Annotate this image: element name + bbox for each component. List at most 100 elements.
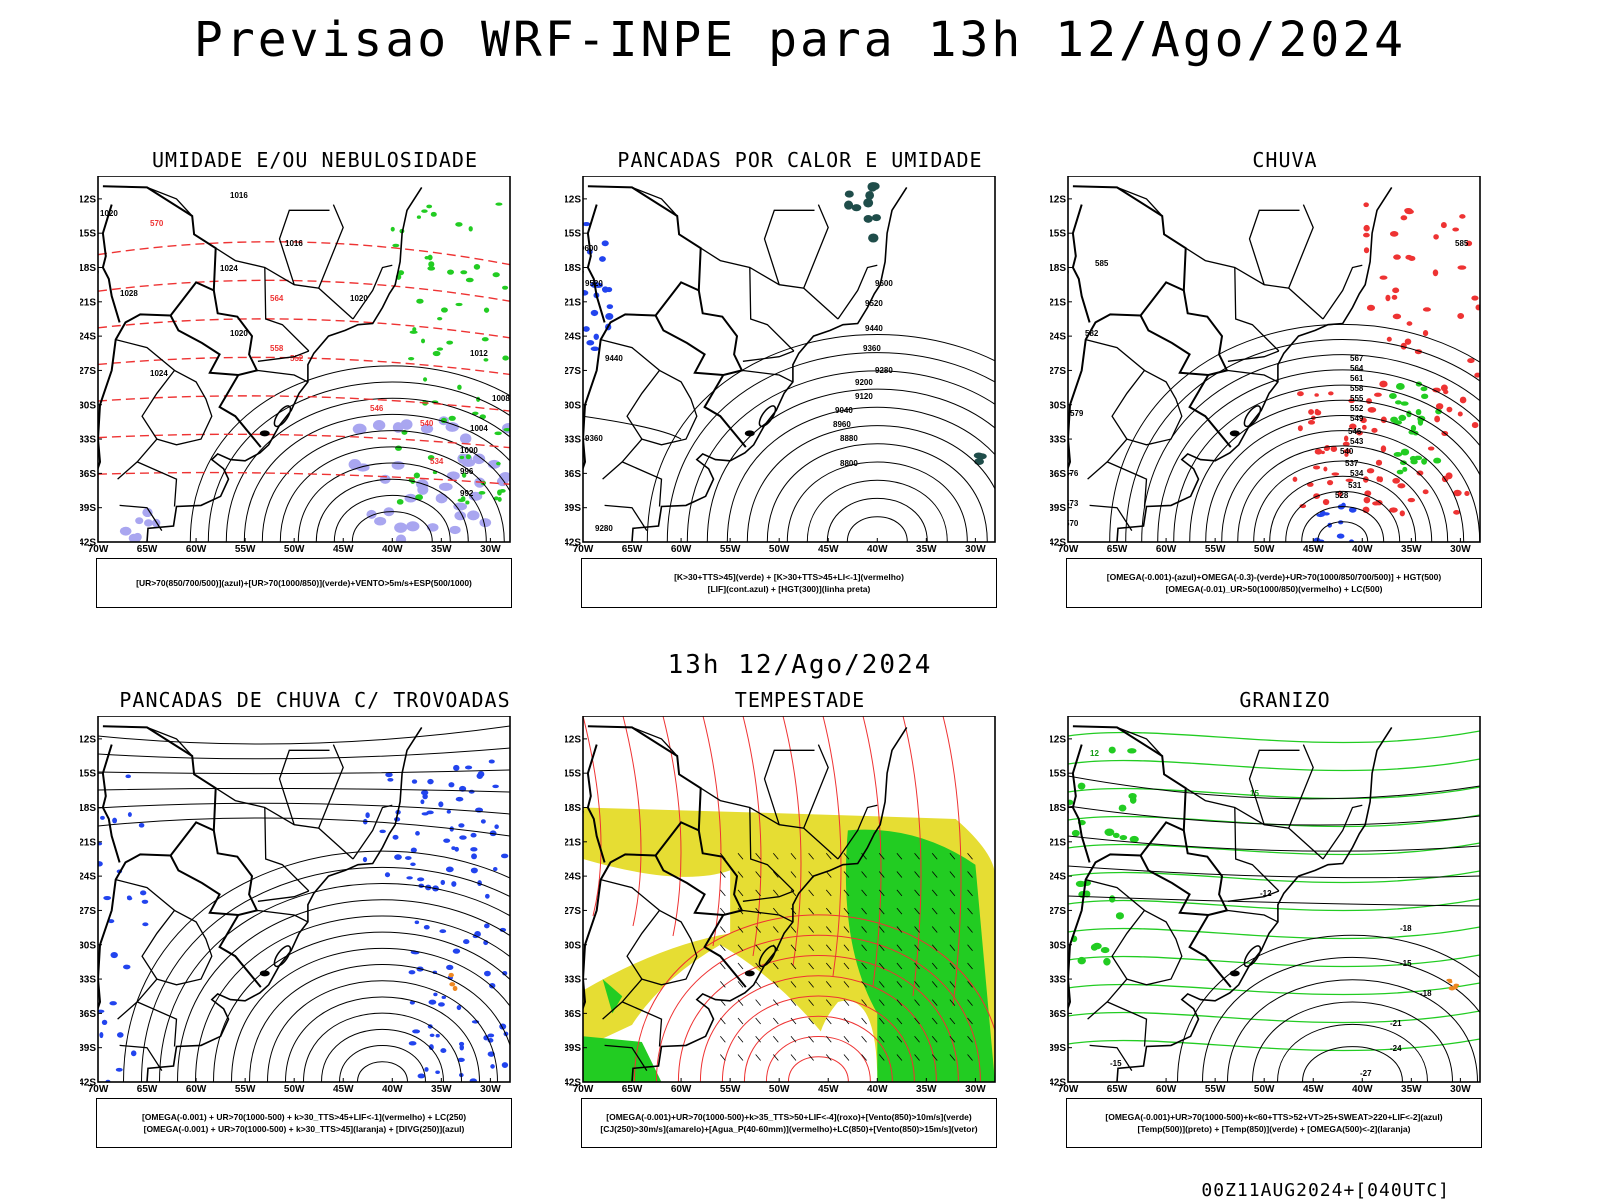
streamline: [123, 850, 510, 1082]
streamline: [622, 716, 642, 927]
field-patch: [449, 982, 456, 987]
border-line: [837, 264, 878, 320]
coastline: [146, 726, 423, 1082]
wind-vector: [914, 926, 920, 933]
contour-label: -24: [1390, 1044, 1402, 1053]
wind-vector: [737, 871, 744, 878]
field-patch: [408, 356, 415, 361]
wind-vector: [914, 1035, 920, 1043]
field-patch: [1127, 748, 1137, 754]
contour-label: 9040: [835, 406, 853, 415]
field-patch: [501, 1062, 509, 1069]
wind-vector: [931, 1035, 938, 1043]
panel-title: PANCADAS DE CHUVA C/ TROVOADAS: [119, 688, 511, 712]
wind-vector: [790, 1017, 797, 1025]
wind-vector: [878, 944, 885, 952]
wind-vector: [720, 926, 726, 933]
field-patch: [472, 411, 479, 416]
border-line: [278, 209, 330, 285]
lon-tick-label: 65W: [137, 544, 158, 555]
thickness-contour: [98, 433, 510, 449]
field-patch: [427, 254, 433, 261]
field-patch: [446, 471, 460, 481]
streamline: [1157, 369, 1480, 542]
field-patch: [379, 829, 386, 834]
contour-label: -21: [1390, 1019, 1402, 1028]
border-line: [1072, 185, 1187, 317]
wind-vector: [861, 1017, 867, 1025]
field-patch: [502, 355, 509, 361]
field-patch: [471, 853, 477, 860]
field-patch: [447, 269, 455, 275]
wind-vector: [737, 1017, 744, 1025]
field-patch: [976, 453, 987, 460]
lat-tick-label: 30S: [565, 400, 581, 411]
lon-tick-label: 50W: [769, 544, 790, 555]
lon-tick-label: 70W: [88, 1084, 109, 1095]
lat-tick-label: 30S: [1050, 400, 1066, 411]
field-patch: [98, 1009, 105, 1013]
border-line: [212, 830, 262, 988]
field-patch: [500, 853, 509, 859]
border-line: [1226, 909, 1279, 923]
contour-label: 9600: [875, 279, 893, 288]
field-patch: [384, 872, 391, 878]
field-patch: [459, 835, 467, 840]
lon-tick-label: 45W: [1303, 544, 1324, 555]
wind-vector: [967, 962, 973, 970]
lat-tick-label: 42S: [1050, 538, 1066, 549]
field-patch: [493, 496, 499, 501]
field-patch: [495, 202, 503, 206]
field-patch: [487, 1051, 495, 1057]
field-patch: [110, 951, 118, 959]
wind-vector: [790, 1035, 797, 1043]
wind-vector: [720, 1054, 726, 1061]
wind-vector: [843, 981, 850, 988]
streamline: [786, 461, 968, 542]
field-patch: [497, 496, 502, 502]
border-line: [741, 369, 794, 383]
field-patch: [1343, 435, 1349, 442]
field-patch: [593, 333, 599, 340]
field-patch: [1366, 304, 1376, 311]
border-line: [749, 807, 795, 892]
border-line: [352, 264, 393, 320]
wind-vector: [843, 1054, 850, 1061]
contour-label: 558: [1350, 384, 1364, 393]
lake-mirim: [1229, 430, 1240, 437]
wind-vector: [931, 962, 938, 970]
wind-vector: [896, 889, 903, 897]
field-patch: [601, 240, 609, 247]
field-patch: [468, 491, 483, 501]
lon-tick-label: 30W: [965, 1084, 986, 1095]
wind-vector: [737, 889, 744, 897]
wind-vector: [843, 926, 850, 933]
border-line: [98, 313, 171, 471]
wind-vector: [949, 1035, 956, 1043]
field-patch: [1408, 429, 1417, 435]
field-patch: [404, 856, 412, 860]
field-patch: [416, 298, 424, 304]
panel-title: UMIDADE E/OU NEBULOSIDADE: [151, 148, 479, 172]
border-line: [102, 725, 217, 857]
lon-tick-label: 55W: [235, 544, 256, 555]
field-patch: [1328, 391, 1334, 396]
field-patch: [433, 992, 438, 997]
lon-tick-label: 30W: [480, 1084, 501, 1095]
contour-label: 567: [1350, 354, 1364, 363]
field-patch: [1129, 835, 1139, 843]
wind-vector: [772, 852, 779, 860]
streamline: [1177, 934, 1480, 1082]
wind-vector: [808, 962, 814, 970]
lat-tick-label: 42S: [1050, 1078, 1066, 1089]
streamline: [189, 365, 510, 542]
border-line: [1106, 461, 1148, 507]
thickness-contour: [98, 279, 510, 302]
field-patch: [1417, 418, 1424, 426]
streamline: [862, 716, 882, 987]
temp500-contour: [1068, 775, 1480, 800]
streamline: [746, 425, 995, 542]
lat-tick-label: 39S: [565, 1043, 581, 1054]
streamline: [1221, 430, 1465, 542]
streamline: [782, 716, 802, 967]
